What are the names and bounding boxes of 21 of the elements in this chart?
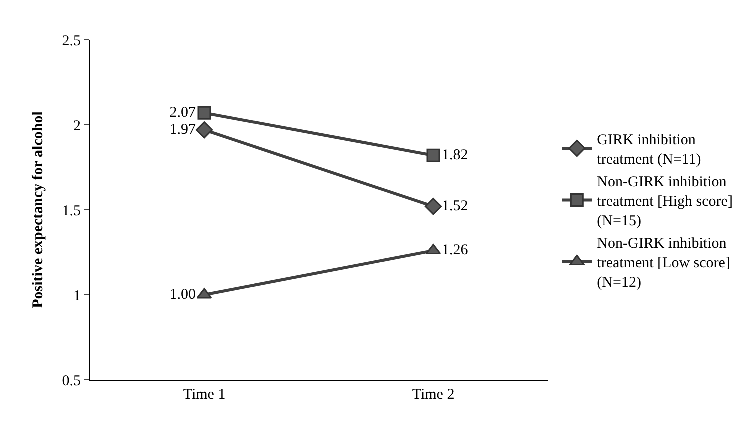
- legend-label: Non-GIRK inhibition treatment [High score] (N=15): [597, 174, 733, 230]
- legend-label: Non-GIRK inhibition treatment [Low score] (N=12): [597, 236, 730, 292]
- data-label: 1.82: [442, 147, 468, 164]
- data-label: 1.97: [170, 122, 196, 138]
- y-tick-label: 2.5: [62, 33, 81, 50]
- y-tick-label: 2: [74, 118, 81, 134]
- point: [196, 122, 214, 139]
- data-label: 1.00: [170, 286, 196, 303]
- y-tick-label: 1: [74, 288, 81, 304]
- point: [426, 148, 440, 162]
- y-tick-label: 0.5: [62, 373, 81, 390]
- data-label: 2.07: [170, 104, 196, 121]
- x-tick-label: Time 1: [183, 387, 226, 403]
- x-tick-label: Time 2: [412, 387, 455, 403]
- point: [198, 106, 212, 120]
- legend-label: GIRK inhibition treatment (N=11): [597, 132, 702, 168]
- data-label: 1.26: [442, 242, 469, 259]
- data-label: 1.52: [442, 198, 468, 214]
- y-tick-label: 1.5: [62, 203, 81, 220]
- y-axis-title: Positive expectancy for alcohol: [30, 112, 46, 308]
- point: [424, 198, 442, 216]
